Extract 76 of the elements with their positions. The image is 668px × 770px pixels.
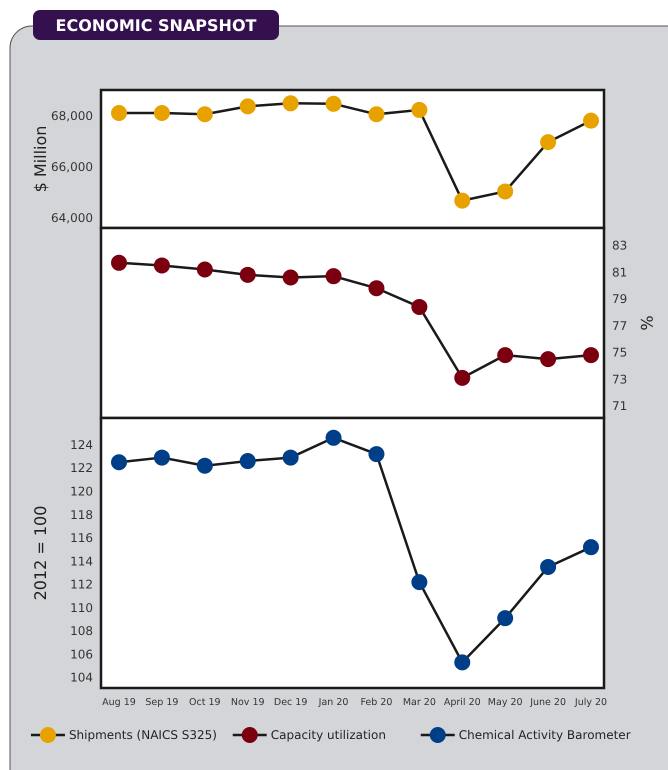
x-tick-label: Nov 19 (230, 697, 265, 708)
point (497, 347, 514, 364)
x-tick-label: May 20 (488, 697, 523, 708)
y-tick-label: 110 (70, 600, 93, 615)
point (240, 98, 256, 114)
point (196, 261, 213, 278)
point (368, 446, 384, 462)
x-tick-label: June 20 (529, 697, 566, 708)
point (196, 458, 213, 474)
point (240, 453, 256, 470)
point (540, 558, 556, 575)
y2-tick-label: 77 (612, 318, 628, 333)
point (111, 454, 127, 470)
point (282, 450, 299, 466)
y-tick-label: 104 (70, 670, 93, 685)
y-axis-title: $ Million (31, 126, 50, 192)
y-tick-label: 106 (70, 647, 93, 662)
y-tick-label: 124 (70, 438, 93, 452)
x-tick-label: July 20 (574, 697, 608, 708)
point (326, 268, 342, 284)
point (240, 266, 256, 283)
legend-label: Capacity utilization (270, 728, 386, 742)
legend-label: Chemical Activity Barometer (458, 728, 631, 742)
y-tick-label: 64,000 (51, 210, 93, 225)
y-tick-label: 118 (70, 508, 93, 522)
y2-tick-label: 83 (612, 238, 628, 253)
point (368, 280, 384, 296)
point (282, 270, 299, 286)
y2-tick-label: 71 (612, 399, 628, 414)
y-tick-label: 122 (70, 461, 93, 476)
chart-title: ECONOMIC SNAPSHOT (56, 16, 257, 35)
y2-axis-title: % (637, 315, 656, 331)
y2-tick-label: 81 (612, 265, 628, 280)
point (368, 106, 384, 122)
point (326, 430, 342, 446)
x-tick-label: Feb 20 (360, 697, 392, 708)
point (111, 254, 127, 271)
point (583, 347, 599, 364)
x-tick-label: April 20 (444, 697, 481, 708)
y-tick-label: 114 (70, 554, 93, 568)
x-tick-label: Jan 20 (318, 697, 348, 708)
y2-tick-label: 75 (612, 346, 628, 360)
y-tick-label: 66,000 (51, 160, 93, 174)
y-tick-label: 116 (70, 531, 93, 546)
point (154, 105, 170, 121)
x-tick-label: Mar 20 (402, 697, 436, 708)
point (326, 96, 342, 112)
x-tick-label: Dec 19 (274, 697, 308, 708)
point (454, 654, 470, 670)
point (583, 112, 599, 129)
point (540, 351, 556, 368)
point (497, 183, 514, 200)
point (154, 450, 170, 466)
point (196, 106, 213, 122)
y-tick-label: 112 (70, 578, 93, 592)
point (540, 134, 556, 150)
point (497, 610, 514, 626)
x-tick-label: Oct 19 (189, 697, 221, 708)
point (454, 370, 470, 386)
y-tick-label: 68,000 (51, 108, 93, 123)
y2-tick-label: 73 (612, 372, 628, 386)
legend-label: Shipments (NAICS S325) (68, 728, 217, 742)
point (411, 574, 428, 590)
point (411, 102, 428, 118)
y-tick-label: 108 (70, 624, 93, 638)
point (411, 298, 428, 315)
x-tick-label: Aug 19 (102, 697, 136, 708)
point (583, 539, 599, 556)
x-tick-label: Sep 19 (145, 697, 178, 708)
y-axis-title: 2012 = 100 (31, 506, 50, 600)
point (454, 192, 470, 209)
y2-tick-label: 79 (612, 292, 628, 306)
point (154, 257, 170, 274)
point (111, 105, 127, 121)
y-tick-label: 120 (70, 484, 93, 499)
point (282, 95, 299, 112)
